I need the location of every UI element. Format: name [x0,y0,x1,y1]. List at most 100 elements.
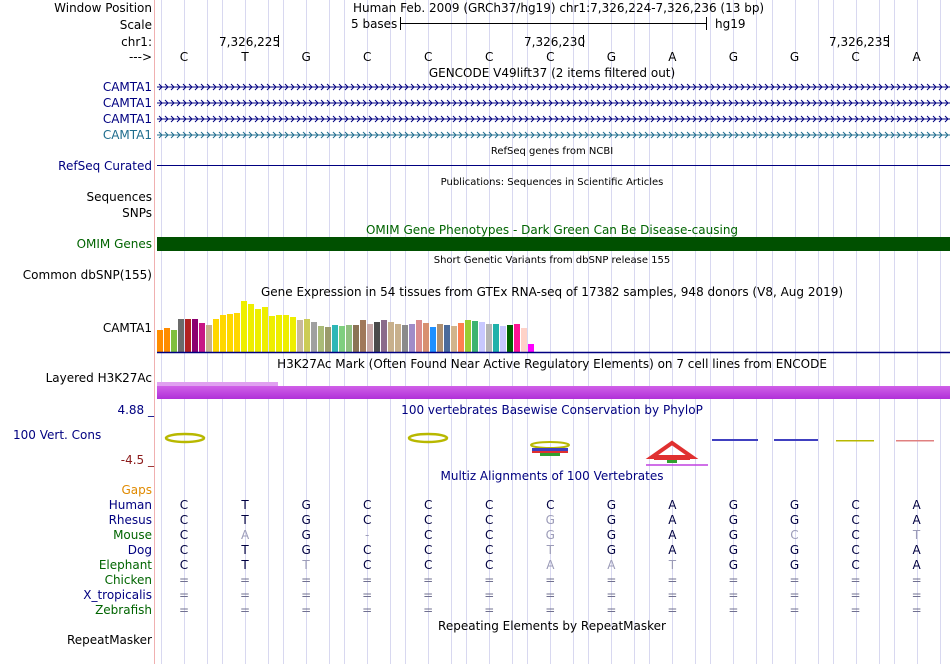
aligned-base: A [668,543,677,557]
aligned-base: C [485,558,494,572]
gencode-gene-label[interactable]: CAMTA1 [102,80,152,94]
gtex-tissue-bar [269,316,275,352]
species-label[interactable]: X_tropicalis [83,588,152,602]
reference-base: C [423,50,433,64]
reference-base: G [606,50,616,64]
gtex-tissue-bar [416,320,422,352]
reference-base: G [789,50,800,64]
gtex-tissue-bar [395,324,401,352]
gtex-tissue-bar [486,324,492,352]
gtex-label[interactable]: CAMTA1 [102,321,152,335]
gtex-title: Gene Expression in 54 tissues from GTEx … [260,285,844,299]
window-position-label: Window Position [54,1,152,15]
reference-base: C [362,50,372,64]
aligned-base: C [362,513,372,527]
cons-base-c [164,432,206,444]
aligned-base: C [485,543,494,557]
gaps-label: Gaps [121,483,152,497]
aligned-base: G [789,513,800,527]
aligned-base: C [179,498,189,512]
gtex-tissue-bar [451,326,457,352]
coord-tick-label: 7,326,230 [524,35,586,49]
reference-base: G [301,50,311,64]
aligned-base: C [423,528,433,542]
aligned-base: = [606,573,617,587]
h3k27ac-signal[interactable] [157,386,950,399]
aligned-base: = [728,573,739,587]
gencode-gene-label[interactable]: CAMTA1 [102,128,152,142]
conservation-label[interactable]: 100 Vert. Cons [13,428,102,442]
conservation-min: -4.5 _ [120,453,154,467]
aligned-base: A [546,558,555,572]
aligned-base: A [668,528,677,542]
gtex-tissue-bar [472,321,478,352]
gtex-tissue-bar [367,324,373,352]
gtex-tissue-bar [458,323,464,352]
aligned-base: = [484,573,495,587]
cons-base-a [540,453,560,456]
cons-base-a [896,440,934,442]
aligned-base: C [790,528,799,542]
aligned-base: C [423,513,433,527]
cons-base-a [645,440,699,459]
sequences-label[interactable]: Sequences [86,190,152,204]
aligned-base: = [606,588,617,602]
aligned-base: G [728,543,739,557]
gtex-tissue-bar [262,307,268,352]
strand-label: ---> [128,50,152,64]
gtex-tissue-bar [248,304,254,352]
omim-gene-bar[interactable] [157,237,950,251]
gencode-gene-models[interactable] [0,78,950,158]
aligned-base: = [484,588,495,602]
aligned-base: C [546,498,555,512]
species-label[interactable]: Human [108,498,152,512]
aligned-base: A [912,513,921,527]
gtex-tissue-bar [185,319,191,352]
reference-base: G [728,50,739,64]
gencode-gene-label[interactable]: CAMTA1 [102,96,152,110]
reference-base: A [912,50,921,64]
gencode-gene-label[interactable]: CAMTA1 [102,112,152,126]
aligned-base: = [789,603,800,617]
species-label[interactable]: Rhesus [108,513,152,527]
species-label[interactable]: Elephant [98,558,152,572]
h3k27ac-signal-light[interactable] [157,382,278,386]
gtex-tissue-bar [528,344,534,352]
gencode-title: GENCODE V49lift37 (2 items filtered out) [428,66,676,80]
aligned-base: G [789,543,800,557]
gtex-tissue-bar [388,322,394,352]
species-label[interactable]: Dog [127,543,152,557]
conservation-logo[interactable] [0,428,950,468]
aligned-base: G [789,498,800,512]
aligned-base: = [728,603,739,617]
gtex-bar-chart[interactable] [0,295,950,355]
strand-chevrons [158,131,949,139]
h3k27ac-label[interactable]: Layered H3K27Ac [45,371,152,385]
refseq-gene-line[interactable] [157,165,950,166]
species-label[interactable]: Zebrafish [95,603,152,617]
aligned-base: = [362,603,373,617]
gtex-tissue-bar [199,323,205,352]
chrom-label: chr1: [121,35,152,49]
aligned-base: C [362,558,372,572]
coord-tick [583,35,584,47]
gtex-tissue-bar [500,326,506,352]
species-label[interactable]: Chicken [104,573,152,587]
aligned-base: = [301,588,312,602]
gtex-tissue-bar [346,325,352,352]
reference-base: C [546,50,555,64]
gtex-tissue-bar [402,325,408,352]
species-label[interactable]: Mouse [113,528,152,542]
refseq-label[interactable]: RefSeq Curated [58,159,152,173]
gtex-tissue-bar [311,322,317,352]
omim-label[interactable]: OMIM Genes [76,237,152,251]
aligned-base: = [178,588,190,602]
refseq-title: RefSeq genes from NCBI [490,146,614,157]
snps-label[interactable]: SNPs [122,206,152,220]
gtex-tissue-bar [213,319,219,352]
scale-assembly: hg19 [715,17,746,31]
dbsnp-label[interactable]: Common dbSNP(155) [22,268,152,282]
repeatmasker-label[interactable]: RepeatMasker [66,633,152,647]
cons-base-g [774,439,818,441]
